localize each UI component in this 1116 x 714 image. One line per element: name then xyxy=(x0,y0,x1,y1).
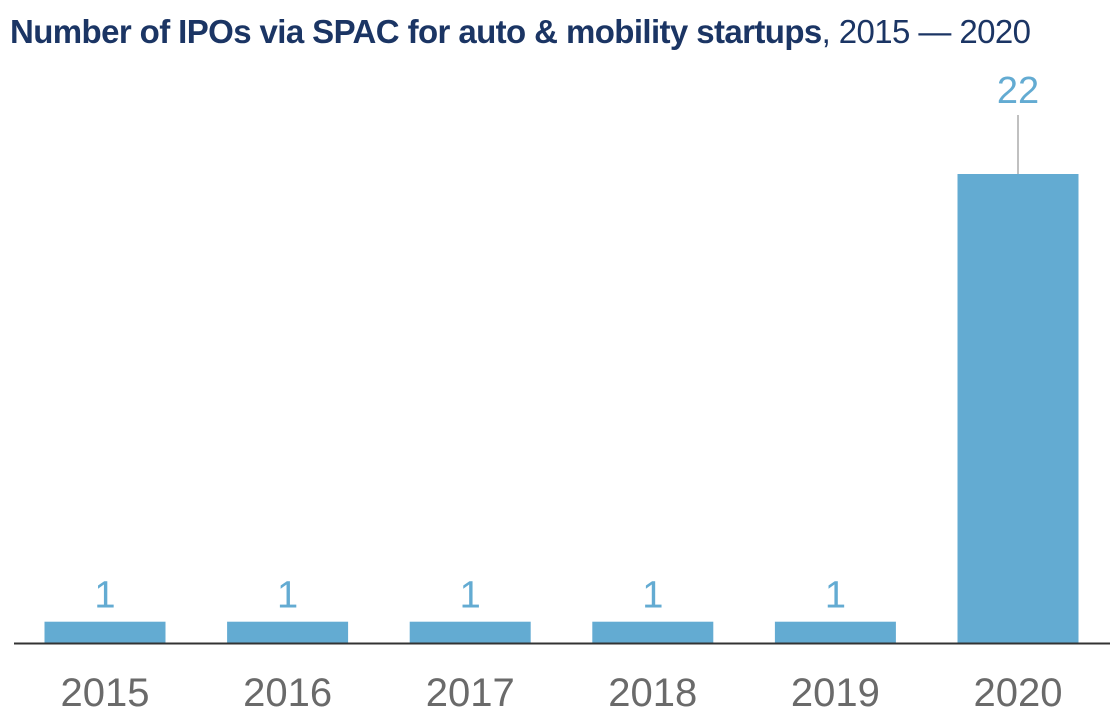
value-label-2018: 1 xyxy=(642,575,663,617)
x-tick-label-2018: 2018 xyxy=(608,671,697,714)
bar-2016 xyxy=(227,621,349,643)
chart-title-date-range: , 2015 — 2020 xyxy=(821,13,1031,50)
value-label-2015: 1 xyxy=(94,575,115,617)
chart-title: Number of IPOs via SPAC for auto & mobil… xyxy=(10,10,1031,54)
x-tick-label-2019: 2019 xyxy=(791,671,880,714)
x-tick-label-2017: 2017 xyxy=(426,671,515,714)
bar-2018 xyxy=(592,621,714,643)
bar-2015 xyxy=(44,621,166,643)
value-label-2017: 1 xyxy=(460,575,481,617)
value-labels-group: 1 1 1 1 1 22 xyxy=(94,70,1039,617)
x-tick-label-2020: 2020 xyxy=(974,671,1063,714)
x-tick-labels-group: 2015 2016 2017 2018 2019 2020 xyxy=(61,671,1063,714)
x-tick-label-2016: 2016 xyxy=(243,671,332,714)
chart-title-main: Number of IPOs via SPAC for auto & mobil… xyxy=(10,13,822,50)
bar-2019 xyxy=(774,621,896,643)
x-tick-label-2015: 2015 xyxy=(61,671,150,714)
value-label-2016: 1 xyxy=(277,575,298,617)
value-label-2019: 1 xyxy=(825,575,846,617)
bar-2020 xyxy=(957,174,1079,643)
value-label-2020: 22 xyxy=(997,70,1039,112)
bars-group xyxy=(44,174,1079,643)
bar-2017 xyxy=(409,621,531,643)
